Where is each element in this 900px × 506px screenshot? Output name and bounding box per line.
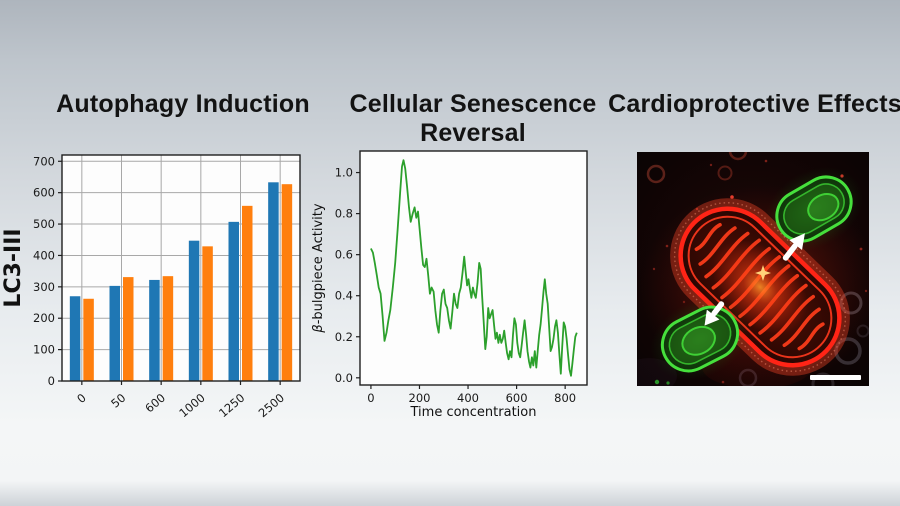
bar <box>123 277 134 381</box>
bar <box>242 205 253 381</box>
svg-text:200: 200 <box>409 391 431 405</box>
svg-text:0: 0 <box>367 391 374 405</box>
bar <box>281 184 293 381</box>
crista-line <box>782 307 821 348</box>
crista-line <box>797 322 825 351</box>
plot-area <box>360 151 587 385</box>
svg-text:1250: 1250 <box>216 391 247 421</box>
svg-text:400: 400 <box>457 391 479 405</box>
bar-series-orange <box>83 184 293 381</box>
plot-border <box>61 154 301 382</box>
cell-nucleoid <box>807 192 840 222</box>
bar <box>109 285 120 381</box>
bar <box>162 276 174 381</box>
svg-text:0: 0 <box>48 374 55 388</box>
micrograph-image <box>637 152 869 386</box>
x-axis-label: Time concentration <box>410 405 537 420</box>
cell-membrane <box>660 305 740 373</box>
svg-text:0: 0 <box>74 391 89 406</box>
crista-line <box>694 222 722 252</box>
cell-nucleoid <box>681 325 716 356</box>
bar <box>83 298 94 381</box>
spark-icon <box>755 265 771 281</box>
bar <box>149 279 160 381</box>
bar <box>69 296 81 381</box>
tick-marks <box>356 171 566 389</box>
svg-text:0.6: 0.6 <box>335 248 353 262</box>
scale-bar <box>810 375 861 380</box>
panel-title-senescence: Cellular Senescence Reversal <box>349 90 597 147</box>
svg-text:800: 800 <box>554 391 576 405</box>
plot-border <box>359 150 588 386</box>
svg-text:0.2: 0.2 <box>335 330 353 344</box>
panel-title-autophagy: Autophagy Induction <box>56 90 310 118</box>
bar <box>268 182 279 381</box>
bar-chart: 0 100 200 300 400 500 600 700 0 50 600 1000 1250 2500… <box>1 154 301 421</box>
svg-text:50: 50 <box>108 391 128 411</box>
svg-text:700: 700 <box>33 154 55 168</box>
y-axis-label: LC3-III <box>1 228 26 307</box>
svg-text:0.0: 0.0 <box>335 371 353 385</box>
svg-text:500: 500 <box>33 217 55 231</box>
svg-text:200: 200 <box>33 311 55 325</box>
bar <box>202 246 213 381</box>
crista-line <box>698 226 737 266</box>
green-cell-bottom-left <box>650 297 750 381</box>
bar <box>228 221 239 381</box>
line-chart: 0.0 0.2 0.4 0.6 0.8 1.0 0 200 400 600 800 Time conc… <box>311 150 588 420</box>
bar <box>188 240 200 381</box>
tick-marks <box>58 160 281 385</box>
plot-area <box>62 155 300 381</box>
svg-text:100: 100 <box>33 343 55 357</box>
svg-text:0.8: 0.8 <box>335 207 353 221</box>
svg-text:600: 600 <box>33 186 55 200</box>
panel-title-cardioprotective: Cardioprotective Effects <box>608 90 900 118</box>
cell-membrane <box>775 175 853 243</box>
cell-inner-membrane <box>783 183 845 235</box>
data-line <box>370 159 578 377</box>
svg-text:300: 300 <box>33 280 55 294</box>
svg-text:0.4: 0.4 <box>335 289 353 303</box>
svg-text:2500: 2500 <box>256 391 287 421</box>
y-axis-label: β-bulgpiece Activity <box>311 203 326 333</box>
svg-text:600: 600 <box>142 391 168 416</box>
svg-text:600: 600 <box>506 391 528 405</box>
tick-labels: 0.0 0.2 0.4 0.6 0.8 1.0 0 200 400 600 800 <box>335 166 576 405</box>
bar-series-blue <box>69 182 279 381</box>
arrow-down-left-icon <box>704 301 725 326</box>
svg-text:1000: 1000 <box>176 391 207 421</box>
green-cell-top-right <box>765 167 863 251</box>
svg-text:400: 400 <box>33 248 55 262</box>
arrow-up-right-icon <box>782 233 805 261</box>
svg-text:1.0: 1.0 <box>335 166 353 180</box>
